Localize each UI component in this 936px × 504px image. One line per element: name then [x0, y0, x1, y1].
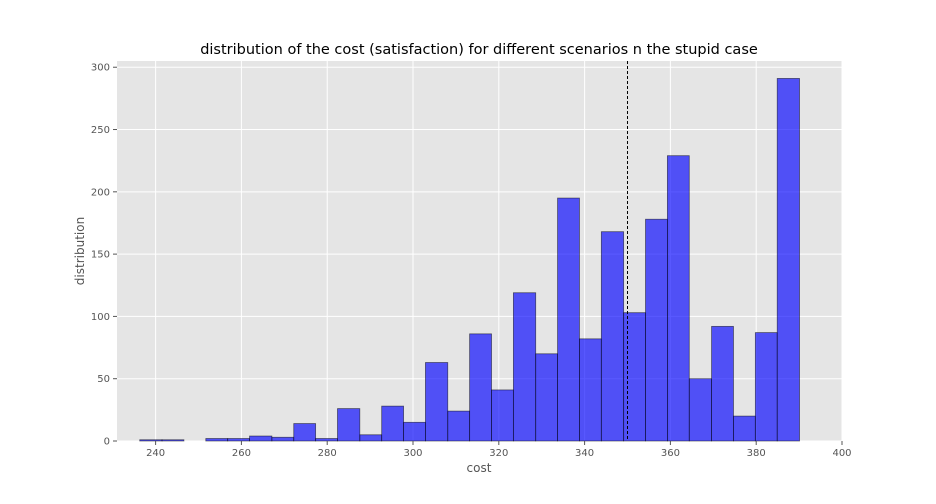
y-tick-label: 150 [91, 250, 110, 261]
histogram-bar [227, 438, 250, 442]
histogram-bar [776, 78, 800, 442]
histogram-bar [579, 338, 602, 442]
histogram-bar [733, 415, 756, 442]
histogram-bar [205, 438, 229, 442]
y-axis-ticks: 0 50 100 150 200 250 300 [91, 63, 117, 448]
histogram-bar [293, 423, 317, 442]
histogram-bar [469, 333, 492, 442]
chart-title: distribution of the cost (satisfaction) … [200, 42, 758, 58]
histogram-bar [161, 439, 185, 442]
histogram-bar [381, 405, 404, 442]
histogram-bar [688, 378, 712, 442]
y-tick-label: 200 [91, 187, 110, 198]
histogram-bar [425, 362, 449, 442]
x-tick-label: 380 [747, 448, 766, 459]
histogram-bar [139, 439, 163, 442]
y-tick-label: 250 [91, 125, 110, 136]
y-tick-label: 0 [104, 437, 110, 448]
x-tick-label: 360 [661, 448, 680, 459]
histogram-bar [512, 292, 537, 442]
histogram-bar [403, 421, 426, 442]
histogram-bar [600, 231, 625, 442]
y-tick-label: 300 [91, 63, 110, 74]
histogram-bar [249, 435, 273, 442]
x-tick-label: 340 [575, 448, 594, 459]
y-axis-label: distribution [73, 217, 87, 285]
histogram-bar [557, 197, 580, 442]
histogram-bar [447, 410, 471, 442]
x-tick-label: 240 [146, 448, 165, 459]
x-tick-label: 280 [318, 448, 337, 459]
x-tick-label: 320 [489, 448, 508, 459]
bars [139, 78, 800, 442]
x-axis-ticks: 240 260 280 300 320 340 360 380 400 [146, 441, 852, 459]
histogram-bar [337, 408, 361, 442]
y-tick-label: 100 [91, 312, 110, 323]
y-tick-label: 50 [97, 374, 110, 385]
histogram-bar [666, 155, 690, 442]
x-tick-label: 260 [232, 448, 251, 459]
histogram-bar [359, 434, 383, 442]
histogram-bar [315, 438, 338, 442]
histogram-bar [711, 325, 734, 442]
histogram-bar [535, 353, 558, 442]
histogram-bar [271, 436, 295, 442]
x-axis-label: cost [467, 461, 492, 475]
histogram-bar [491, 389, 514, 442]
histogram-bar [645, 218, 668, 442]
histogram-bar [623, 312, 646, 442]
x-tick-label: 400 [832, 448, 851, 459]
x-tick-label: 300 [403, 448, 422, 459]
histogram-bar [754, 332, 778, 442]
